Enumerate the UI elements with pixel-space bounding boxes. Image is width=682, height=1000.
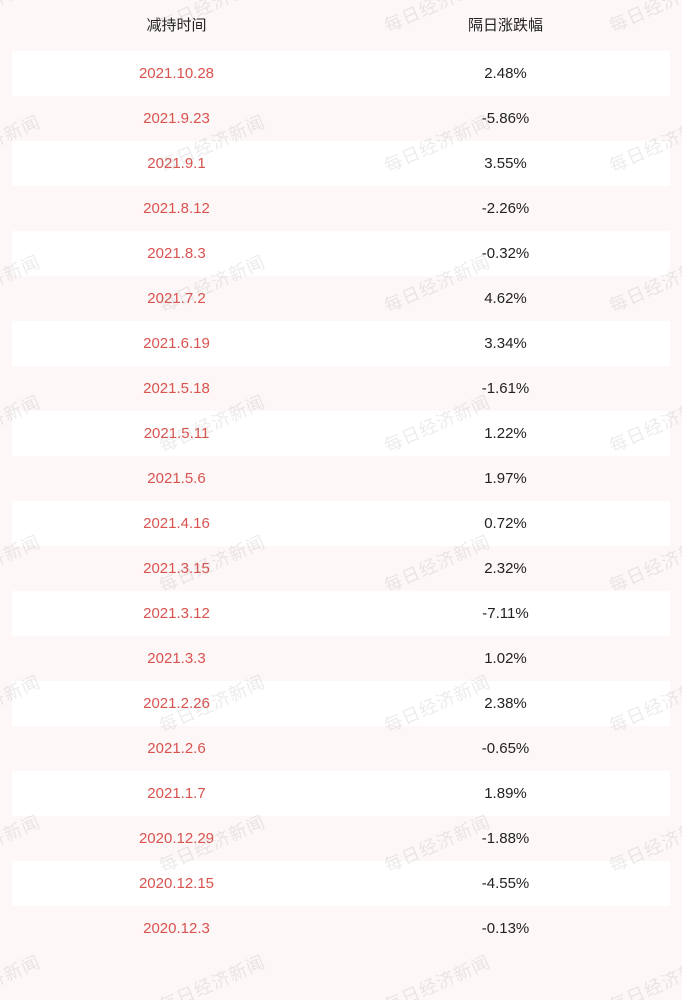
cell-date: 2021.8.3 xyxy=(12,231,341,276)
cell-change: -0.65% xyxy=(341,726,670,771)
cell-date: 2021.4.16 xyxy=(12,501,341,546)
column-header-date: 减持时间 xyxy=(12,0,341,51)
table-row: 2021.5.61.97% xyxy=(12,456,670,501)
table-row: 2021.5.18-1.61% xyxy=(12,366,670,411)
cell-date: 2020.12.15 xyxy=(12,861,341,906)
table-header-row: 减持时间 隔日涨跌幅 xyxy=(12,0,670,51)
cell-change: -1.88% xyxy=(341,816,670,861)
table-row: 2021.8.3-0.32% xyxy=(12,231,670,276)
cell-date: 2021.5.18 xyxy=(12,366,341,411)
cell-change: 0.72% xyxy=(341,501,670,546)
cell-date: 2021.5.6 xyxy=(12,456,341,501)
cell-change: 1.89% xyxy=(341,771,670,816)
cell-date: 2020.12.29 xyxy=(12,816,341,861)
table-row: 2021.3.31.02% xyxy=(12,636,670,681)
table-row: 2020.12.29-1.88% xyxy=(12,816,670,861)
table-row: 2021.2.262.38% xyxy=(12,681,670,726)
cell-change: -2.26% xyxy=(341,186,670,231)
cell-change: 4.62% xyxy=(341,276,670,321)
data-table-container: 减持时间 隔日涨跌幅 2021.10.282.48%2021.9.23-5.86… xyxy=(0,0,682,951)
cell-change: 1.22% xyxy=(341,411,670,456)
table-row: 2021.10.282.48% xyxy=(12,51,670,96)
table-row: 2020.12.3-0.13% xyxy=(12,906,670,951)
cell-date: 2021.3.12 xyxy=(12,591,341,636)
table-row: 2021.9.13.55% xyxy=(12,141,670,186)
cell-change: 1.97% xyxy=(341,456,670,501)
table-row: 2021.3.12-7.11% xyxy=(12,591,670,636)
cell-date: 2021.10.28 xyxy=(12,51,341,96)
cell-date: 2020.12.3 xyxy=(12,906,341,951)
cell-date: 2021.6.19 xyxy=(12,321,341,366)
table-row: 2021.1.71.89% xyxy=(12,771,670,816)
cell-change: 2.48% xyxy=(341,51,670,96)
cell-change: -4.55% xyxy=(341,861,670,906)
table-row: 2021.3.152.32% xyxy=(12,546,670,591)
cell-change: -7.11% xyxy=(341,591,670,636)
cell-date: 2021.9.23 xyxy=(12,96,341,141)
table-row: 2021.2.6-0.65% xyxy=(12,726,670,771)
cell-change: 2.32% xyxy=(341,546,670,591)
cell-date: 2021.1.7 xyxy=(12,771,341,816)
cell-date: 2021.2.6 xyxy=(12,726,341,771)
table-row: 2021.8.12-2.26% xyxy=(12,186,670,231)
cell-change: 2.38% xyxy=(341,681,670,726)
cell-date: 2021.8.12 xyxy=(12,186,341,231)
cell-change: 3.55% xyxy=(341,141,670,186)
cell-date: 2021.2.26 xyxy=(12,681,341,726)
table-row: 2021.5.111.22% xyxy=(12,411,670,456)
table-row: 2021.4.160.72% xyxy=(12,501,670,546)
cell-change: -0.13% xyxy=(341,906,670,951)
cell-change: -0.32% xyxy=(341,231,670,276)
column-header-change: 隔日涨跌幅 xyxy=(341,0,670,51)
table-header: 减持时间 隔日涨跌幅 xyxy=(12,0,670,51)
cell-change: 3.34% xyxy=(341,321,670,366)
cell-change: -1.61% xyxy=(341,366,670,411)
table-row: 2021.7.24.62% xyxy=(12,276,670,321)
cell-date: 2021.5.11 xyxy=(12,411,341,456)
data-table: 减持时间 隔日涨跌幅 2021.10.282.48%2021.9.23-5.86… xyxy=(12,0,670,951)
cell-date: 2021.3.3 xyxy=(12,636,341,681)
watermark-text: 每日经济新闻 xyxy=(0,948,44,1000)
cell-date: 2021.3.15 xyxy=(12,546,341,591)
cell-change: -5.86% xyxy=(341,96,670,141)
table-row: 2020.12.15-4.55% xyxy=(12,861,670,906)
table-row: 2021.6.193.34% xyxy=(12,321,670,366)
cell-date: 2021.7.2 xyxy=(12,276,341,321)
table-body: 2021.10.282.48%2021.9.23-5.86%2021.9.13.… xyxy=(12,51,670,951)
table-row: 2021.9.23-5.86% xyxy=(12,96,670,141)
watermark-text: 每日经济新闻 xyxy=(155,948,270,1000)
watermark-text: 每日经济新闻 xyxy=(380,948,495,1000)
watermark-text: 每日经济新闻 xyxy=(605,948,682,1000)
cell-change: 1.02% xyxy=(341,636,670,681)
cell-date: 2021.9.1 xyxy=(12,141,341,186)
